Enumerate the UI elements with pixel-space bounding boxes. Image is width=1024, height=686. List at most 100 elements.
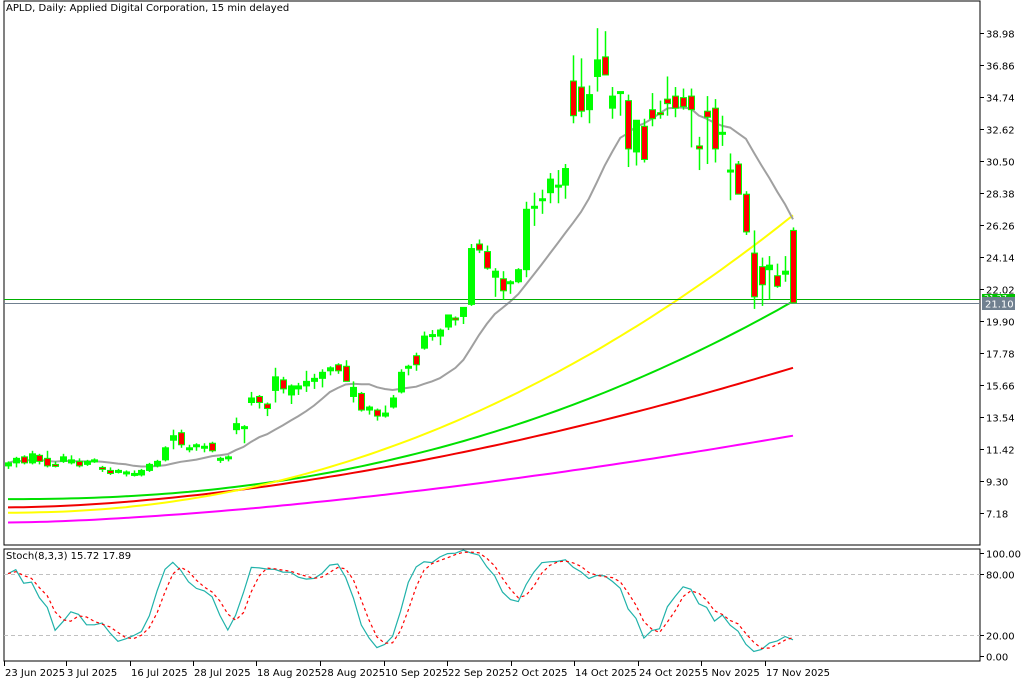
bull-candle[interactable] [617,91,624,95]
bull-candle[interactable] [405,365,412,369]
bear-candle[interactable] [774,275,781,287]
bear-candle[interactable] [790,229,797,304]
bull-candle[interactable] [311,377,318,382]
bull-candle[interactable] [421,335,428,349]
bull-candle[interactable] [131,472,138,476]
bear-candle[interactable] [476,243,483,251]
bear-candle[interactable] [452,317,459,321]
bear-candle[interactable] [657,112,664,116]
bull-candle[interactable] [350,386,357,397]
bull-candle[interactable] [547,178,554,194]
bull-candle[interactable] [766,264,773,271]
bear-candle[interactable] [680,97,687,108]
bear-candle[interactable] [500,278,507,292]
bull-candle[interactable] [531,205,538,209]
bear-candle[interactable] [735,163,742,195]
bear-candle[interactable] [602,56,609,76]
bull-candle[interactable] [594,59,601,77]
bear-candle[interactable] [36,454,43,462]
bull-candle[interactable] [295,385,302,390]
bear-candle[interactable] [688,95,695,111]
bear-candle[interactable] [570,80,577,117]
bull-candle[interactable] [515,269,522,283]
bear-candle[interactable] [712,107,719,150]
bull-candle[interactable] [382,412,389,417]
bear-candle[interactable] [76,460,83,467]
bear-candle[interactable] [641,125,648,160]
bear-candle[interactable] [343,365,350,382]
bear-candle[interactable] [578,86,585,112]
bear-candle[interactable] [209,442,216,452]
bull-candle[interactable] [186,447,193,451]
bear-candle[interactable] [107,469,114,474]
bull-candle[interactable] [468,248,475,305]
bull-candle[interactable] [609,95,616,109]
bull-candle[interactable] [193,444,200,448]
bull-candle[interactable] [5,462,12,467]
bull-candle[interactable] [146,463,153,471]
bear-candle[interactable] [751,252,758,298]
bull-candle[interactable] [288,385,295,396]
bull-candle[interactable] [507,281,514,285]
bull-candle[interactable] [398,371,405,393]
bull-candle[interactable] [201,445,208,449]
bull-candle[interactable] [555,184,562,188]
bear-candle[interactable] [696,145,703,150]
bear-candle[interactable] [672,95,679,109]
bull-candle[interactable] [539,198,546,202]
bull-candle[interactable] [170,435,177,441]
bull-candle[interactable] [13,457,20,464]
bull-candle[interactable] [319,371,326,379]
bear-candle[interactable] [335,364,342,372]
bull-candle[interactable] [366,406,373,411]
bear-candle[interactable] [256,395,263,404]
bull-candle[interactable] [390,397,397,408]
bull-candle[interactable] [437,329,444,337]
bull-candle[interactable] [272,376,279,391]
bull-candle[interactable] [782,270,789,275]
bull-candle[interactable] [115,469,122,473]
bull-candle[interactable] [492,270,499,278]
bear-candle[interactable] [264,403,271,410]
bear-candle[interactable] [625,100,632,150]
bull-candle[interactable] [562,168,569,186]
bull-candle[interactable] [217,457,224,461]
bull-candle[interactable] [429,334,436,338]
bull-candle[interactable] [68,459,75,464]
bull-candle[interactable] [327,367,334,372]
bear-candle[interactable] [21,456,28,464]
bear-candle[interactable] [413,355,420,366]
bull-candle[interactable] [123,471,130,475]
bull-candle[interactable] [719,131,726,135]
bull-candle[interactable] [162,447,169,461]
bear-candle[interactable] [44,457,51,467]
bull-candle[interactable] [154,460,161,467]
bull-candle[interactable] [225,456,232,460]
bear-candle[interactable] [99,466,106,470]
bull-candle[interactable] [84,460,91,465]
bear-candle[interactable] [759,266,766,286]
bull-candle[interactable] [303,380,310,387]
bear-candle[interactable] [52,463,59,467]
bear-candle[interactable] [484,251,491,269]
bull-candle[interactable] [233,423,240,431]
bear-candle[interactable] [649,109,656,120]
bull-candle[interactable] [248,397,255,404]
bull-candle[interactable] [460,306,467,317]
bear-candle[interactable] [358,392,365,411]
bull-candle[interactable] [241,426,248,430]
bull-candle[interactable] [138,469,145,476]
bull-candle[interactable] [727,169,734,173]
bear-candle[interactable] [664,98,671,105]
bull-candle[interactable] [523,208,530,271]
bull-candle[interactable] [29,453,36,464]
bull-candle[interactable] [633,119,640,153]
bull-candle[interactable] [445,314,452,328]
bear-candle[interactable] [374,409,381,417]
bear-candle[interactable] [743,193,750,233]
bull-candle[interactable] [586,94,593,111]
bear-candle[interactable] [178,432,185,446]
bear-candle[interactable] [704,110,711,118]
bear-candle[interactable] [280,379,287,390]
